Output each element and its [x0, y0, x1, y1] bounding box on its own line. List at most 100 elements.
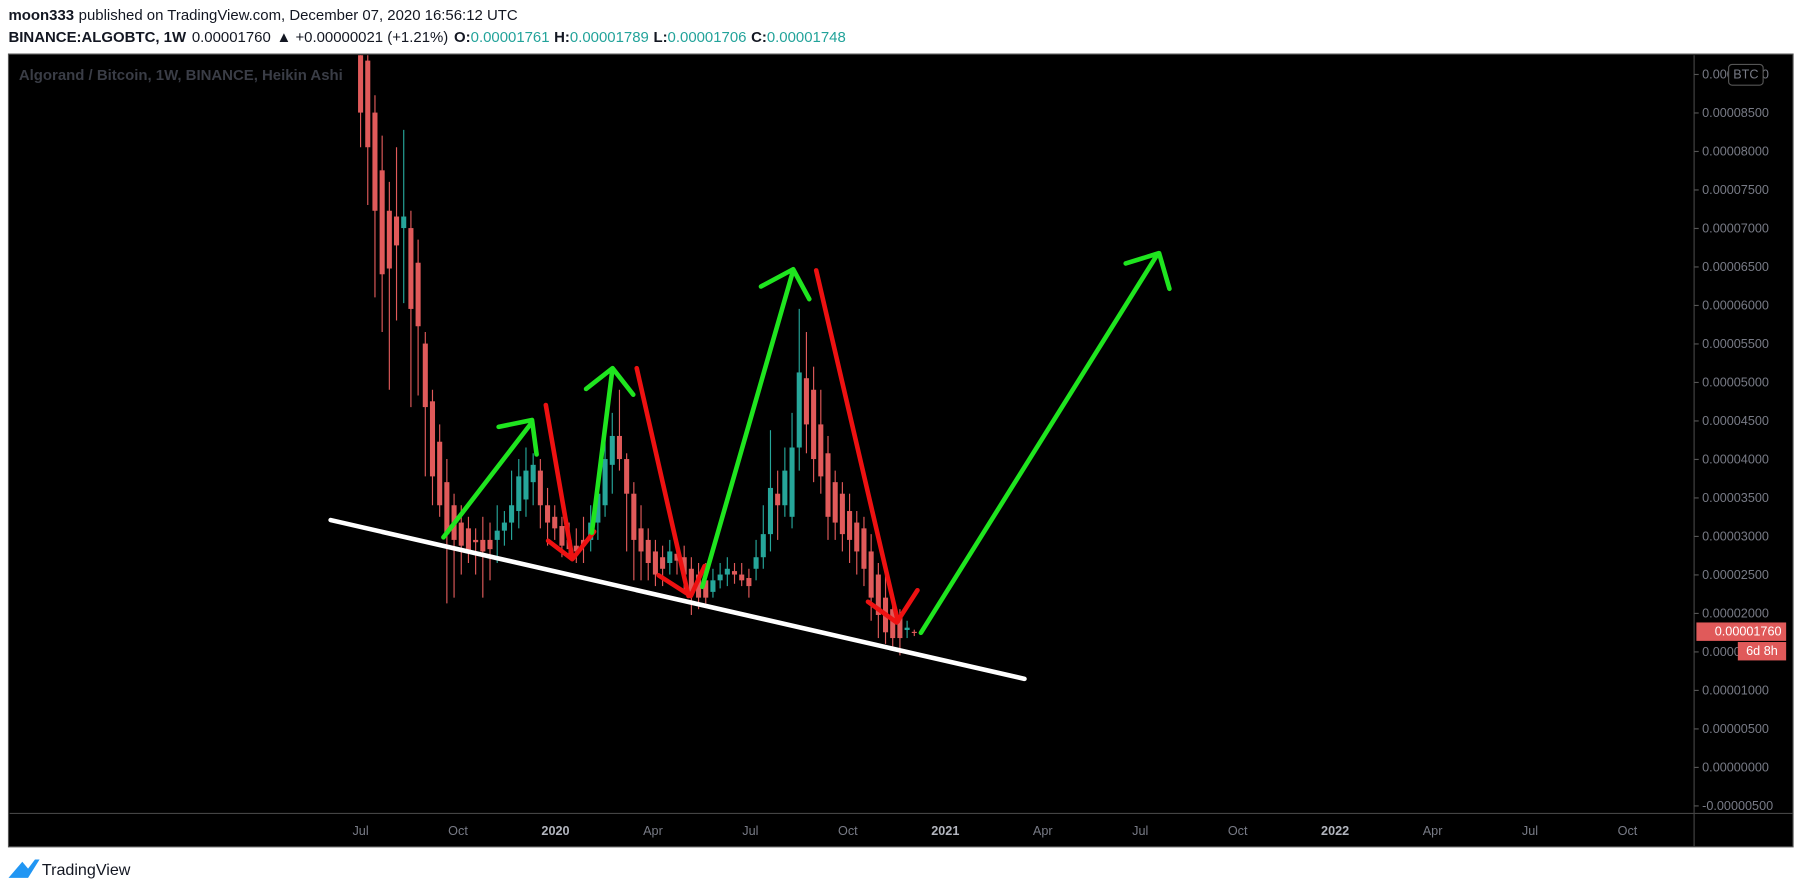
candle-body	[365, 60, 371, 148]
candle-body	[767, 487, 774, 535]
y-tick-label: -0.00000500	[1702, 799, 1773, 813]
currency: BTC	[1733, 68, 1758, 82]
y-tick-label: 0.00000000	[1702, 760, 1769, 774]
candle-body	[703, 580, 709, 598]
ohlc-label: L:	[653, 29, 667, 46]
candle-body	[616, 435, 622, 460]
candle-body	[688, 568, 694, 592]
brand: TradingView	[42, 861, 131, 879]
candle-body	[509, 505, 515, 523]
x-tick-label: Jul	[742, 824, 758, 838]
candle-body	[415, 262, 421, 327]
candle-body	[408, 228, 414, 309]
candle-body	[401, 216, 407, 229]
ohlc-label: H:	[554, 29, 570, 46]
candle-body	[624, 459, 630, 494]
x-tick-label: Oct	[448, 824, 468, 838]
countdown-box	[1737, 642, 1787, 661]
up-arrow	[441, 417, 539, 540]
price-tag: 0.00001760	[1715, 625, 1782, 639]
last-price: 0.00001760	[192, 29, 271, 46]
ohlc-value: 0.00001748	[767, 29, 846, 46]
publish-line: moon333 published on TradingView.com, Dec…	[9, 7, 518, 24]
currency-box	[1728, 63, 1764, 86]
candle-body	[696, 574, 702, 598]
chart-panel	[7, 53, 1794, 848]
candle-body	[573, 545, 579, 552]
ohlc-value: 0.00001761	[471, 29, 550, 46]
candle-body	[595, 493, 601, 523]
x-tick-label: Jul	[1522, 824, 1538, 838]
chart-legend: Algorand / Bitcoin, 1W, BINANCE, Heikin …	[19, 67, 343, 84]
candle-body	[429, 401, 436, 477]
candle-body	[911, 631, 917, 633]
candle-body	[552, 516, 558, 529]
up-arrow	[699, 266, 812, 590]
candle-body	[796, 372, 802, 448]
candle-body	[825, 453, 831, 517]
x-tick-label: 2022	[1321, 824, 1349, 838]
candle-body	[631, 493, 637, 540]
candle-body	[638, 528, 644, 552]
candle-body	[523, 470, 529, 500]
candle-body	[465, 528, 471, 552]
candle-body	[386, 210, 392, 269]
down-arrow	[634, 365, 707, 599]
candle-body	[537, 470, 543, 506]
price-axis: -0.00000500 0.00000000 0.00000500 0.0000100…	[1694, 67, 1773, 813]
candle-body	[494, 530, 500, 540]
candle-body	[775, 493, 781, 506]
price-tag-box	[1696, 622, 1787, 641]
y-tick-label: 0.00006000	[1702, 298, 1769, 312]
candle-body	[674, 553, 680, 561]
candle-body	[609, 435, 615, 465]
y-tick-label: 0.00005000	[1702, 375, 1769, 389]
candle-body	[501, 522, 507, 531]
candle-body	[516, 476, 522, 512]
candle-body	[372, 112, 378, 211]
y-tick-label: 0.00001000	[1702, 683, 1769, 697]
x-tick-label: Apr	[1423, 824, 1443, 838]
x-tick-label: Apr	[1033, 824, 1053, 838]
candle-body	[890, 609, 896, 639]
candle-body	[811, 389, 817, 460]
candle-body	[530, 464, 536, 483]
ohlc-label: C:	[751, 29, 767, 46]
y-tick-label: 0.00008000	[1702, 144, 1769, 158]
candle-body	[394, 216, 400, 246]
y-tick-label: 0.00003500	[1702, 491, 1769, 505]
symbol-line: BINANCE:ALGOBTC, 1W 0.00001760 ▲ +0.000000…	[9, 29, 846, 46]
change: ▲ +0.00000021 (+1.21%)	[277, 29, 449, 46]
candle-body	[652, 551, 658, 575]
y-tick-label: 0.00007500	[1702, 183, 1769, 197]
candle-body	[710, 580, 716, 592]
up-arrow	[918, 250, 1172, 636]
candle-body	[753, 557, 759, 569]
down-arrow	[543, 402, 597, 562]
x-tick-label: Apr	[643, 824, 663, 838]
candle-body	[818, 424, 824, 477]
y-tick-label: 0.00000500	[1702, 722, 1769, 736]
x-tick-label: Oct	[1228, 824, 1248, 838]
candle-body	[854, 522, 860, 552]
candle-body	[861, 528, 867, 569]
candle-body	[480, 539, 486, 552]
up-arrow	[583, 365, 636, 536]
candle-body	[760, 534, 766, 558]
candle-body	[458, 522, 464, 546]
candle-body	[358, 55, 364, 113]
x-tick-label: Jul	[352, 824, 368, 838]
y-tick-label: 0.00006500	[1702, 260, 1769, 274]
symbol: BINANCE:ALGOBTC, 1W	[9, 29, 187, 46]
published: published on TradingView.com, December 0…	[79, 7, 518, 24]
ohlc-value: 0.00001789	[570, 29, 649, 46]
y-tick-label: 0.00004000	[1702, 452, 1769, 466]
ohlc-label: O:	[454, 29, 471, 46]
candle-body	[724, 568, 730, 575]
candle-body	[875, 574, 881, 615]
y-tick-label: 0.00002000	[1702, 606, 1769, 620]
candle-body	[660, 557, 666, 569]
candle-body	[868, 551, 874, 598]
